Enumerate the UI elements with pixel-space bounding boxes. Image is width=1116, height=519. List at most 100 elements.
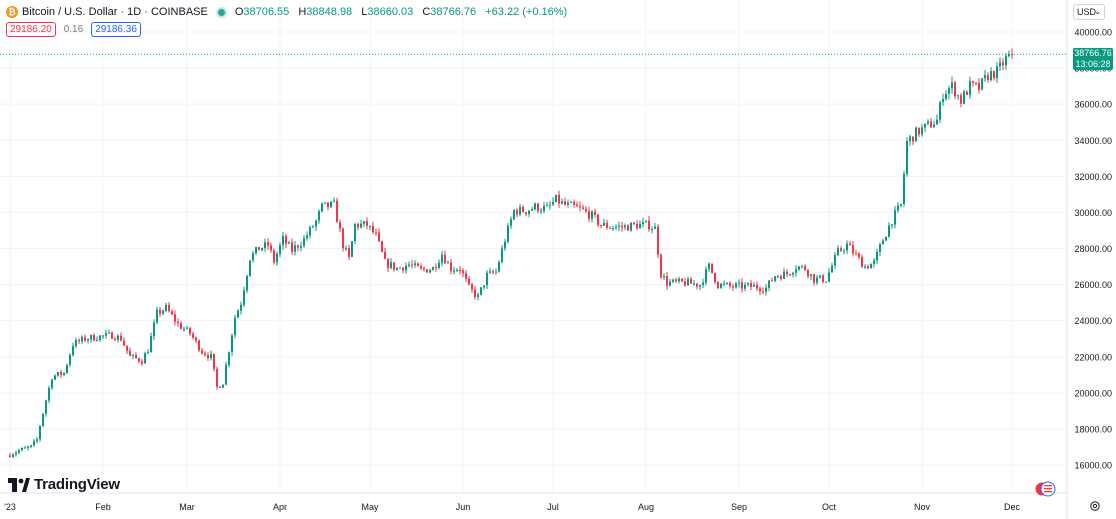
x-tick-label: '23 — [4, 502, 16, 512]
candle-body — [702, 282, 704, 286]
candle-body — [912, 136, 914, 142]
candle-body — [930, 121, 932, 128]
candle-body — [243, 290, 245, 305]
candle-body — [447, 262, 449, 264]
candle-body — [798, 266, 800, 270]
candle-body — [345, 248, 347, 250]
price-axis: 16000.00 18000.00 20000.00 22000.00 24000.00… — [1074, 28, 1112, 471]
candle-body — [972, 81, 974, 83]
flag-icon[interactable] — [1034, 481, 1056, 497]
y-tick-label: 34000.00 — [1074, 136, 1112, 146]
candle-body — [669, 281, 671, 286]
candle-body — [939, 102, 941, 120]
candle-body — [675, 279, 677, 282]
candle-body — [951, 82, 953, 89]
candle-body — [312, 226, 314, 228]
bar-countdown: 13:06:28 — [1075, 59, 1111, 70]
candle-body — [66, 364, 68, 373]
y-tick-label: 32000.00 — [1074, 172, 1112, 182]
candle-body — [354, 223, 356, 242]
candle-body — [105, 332, 107, 336]
bitcoin-icon: ₿ — [6, 6, 18, 18]
candle-body — [777, 276, 779, 278]
tradingview-logo-icon — [8, 477, 30, 492]
open-label: O — [234, 6, 244, 18]
candle-body — [546, 205, 548, 207]
candle-body — [99, 335, 101, 341]
candle-body — [594, 211, 596, 215]
candle-body — [63, 372, 65, 375]
candle-body — [30, 445, 32, 447]
candle-body — [189, 327, 191, 334]
candle-body — [150, 336, 152, 353]
candle-body — [402, 267, 404, 271]
candle-body — [876, 251, 878, 261]
candle-body — [528, 210, 530, 214]
candle-body — [231, 335, 233, 353]
currency-select[interactable]: USD ⌄ — [1073, 4, 1105, 20]
candle-body — [837, 248, 839, 256]
candle-body — [630, 222, 632, 231]
candle-body — [699, 285, 701, 287]
candle-body — [609, 227, 611, 229]
candle-body — [801, 265, 803, 267]
candle-body — [495, 271, 497, 273]
candle-body — [252, 253, 254, 261]
candle-body — [384, 251, 386, 259]
candle-body — [408, 264, 410, 266]
candle-body — [162, 310, 164, 314]
candle-body — [807, 270, 809, 277]
candle-body — [369, 225, 371, 227]
gear-icon[interactable] — [1089, 500, 1101, 512]
candle-body — [426, 269, 428, 273]
candle-body — [501, 248, 503, 263]
candle-body — [819, 275, 821, 278]
candle-body — [597, 214, 599, 225]
candle-body — [537, 203, 539, 212]
candle-body — [204, 353, 206, 356]
candle-body — [1008, 54, 1010, 57]
y-tick-label: 30000.00 — [1074, 208, 1112, 218]
candle-body — [123, 340, 125, 346]
candle-body — [240, 304, 242, 311]
candle-body — [393, 262, 395, 270]
candle-body — [963, 91, 965, 104]
x-tick-label: Nov — [914, 502, 931, 512]
candle-body — [987, 75, 989, 81]
candle-body — [786, 271, 788, 275]
candle-body — [618, 225, 620, 227]
tradingview-logo[interactable]: TradingView — [8, 476, 120, 493]
candle-body — [318, 211, 320, 221]
candle-body — [531, 209, 533, 211]
candle-body — [552, 202, 554, 205]
candle-body — [564, 201, 566, 205]
x-tick-label: Mar — [179, 502, 195, 512]
symbol-title[interactable]: Bitcoin / U.S. Dollar · 1D · COINBASE — [22, 6, 208, 18]
candle-body — [753, 284, 755, 287]
candle-body — [435, 267, 437, 269]
candle-body — [636, 223, 638, 229]
candle-body — [783, 271, 785, 279]
candle-body — [672, 279, 674, 282]
x-tick-label: Oct — [822, 502, 837, 512]
candle-body — [978, 82, 980, 90]
candle-body — [156, 309, 158, 323]
candle-body — [549, 204, 551, 206]
candle-body — [441, 254, 443, 263]
candle-body — [390, 262, 392, 269]
candle-body — [375, 232, 377, 234]
candle-body — [822, 275, 824, 283]
candle-body — [705, 269, 707, 283]
y-tick-label: 20000.00 — [1074, 388, 1112, 398]
buy-price-button[interactable]: 29186.36 — [91, 22, 141, 37]
candle-body — [483, 285, 485, 288]
sell-price-button[interactable]: 29186.20 — [6, 22, 56, 37]
low-label: L — [361, 6, 368, 18]
candle-body — [756, 284, 758, 289]
candle-body — [48, 387, 50, 401]
candle-body — [954, 82, 956, 97]
candle-body — [477, 294, 479, 297]
candle-body — [21, 447, 23, 451]
candle-body — [159, 309, 161, 314]
